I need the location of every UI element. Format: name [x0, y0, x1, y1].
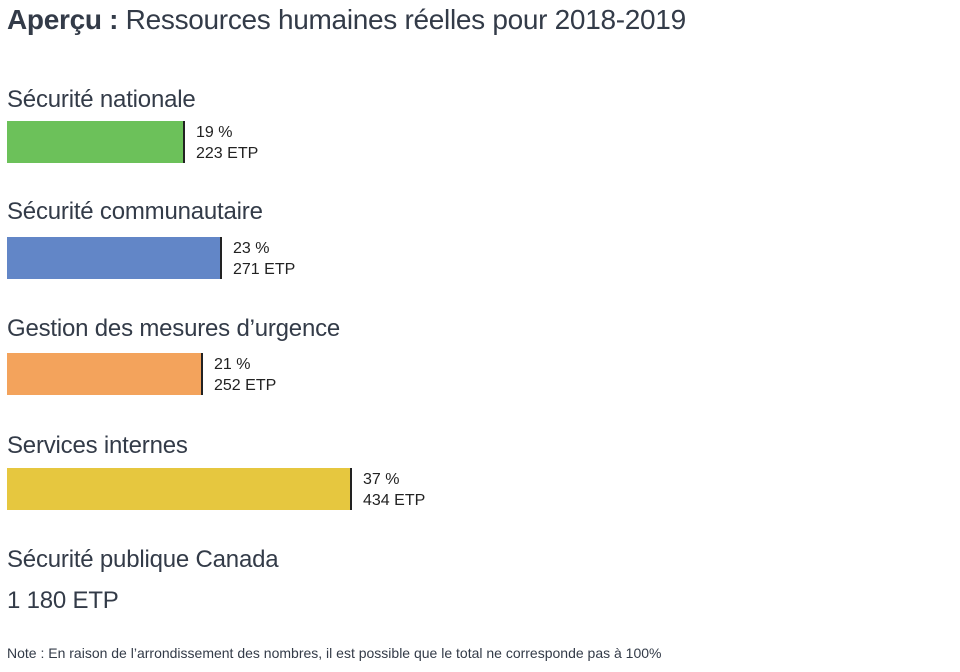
etp-label: 271 ETP: [233, 261, 296, 278]
category-label: Gestion des mesures d’urgence: [7, 315, 341, 342]
chart-title-prefix: Aperçu :: [7, 4, 119, 35]
bar-end-line: [350, 468, 352, 510]
total-label: Sécurité publique Canada: [7, 546, 279, 573]
bar: [7, 468, 351, 510]
etp-label: 434 ETP: [363, 492, 426, 509]
total-value: 1 180 ETP: [7, 587, 119, 614]
category-label: Services internes: [7, 432, 188, 459]
bar-end-line: [183, 121, 185, 163]
bar-end-line: [201, 353, 203, 395]
percent-label: 21 %: [214, 356, 251, 373]
chart-title-text: Ressources humaines réelles pour 2018-20…: [125, 4, 686, 35]
chart-title: Aperçu : Ressources humaines réelles pou…: [7, 4, 686, 36]
footnote: Note : En raison de l’arrondissement des…: [7, 645, 662, 661]
percent-label: 19 %: [196, 124, 233, 141]
category-label: Sécurité nationale: [7, 86, 196, 113]
category-label: Sécurité communautaire: [7, 198, 263, 225]
percent-label: 23 %: [233, 240, 270, 257]
bar: [7, 237, 221, 279]
bar-end-line: [220, 237, 222, 279]
percent-label: 37 %: [363, 471, 400, 488]
etp-label: 252 ETP: [214, 377, 277, 394]
bar: [7, 121, 184, 163]
etp-label: 223 ETP: [196, 145, 259, 162]
bar: [7, 353, 202, 395]
